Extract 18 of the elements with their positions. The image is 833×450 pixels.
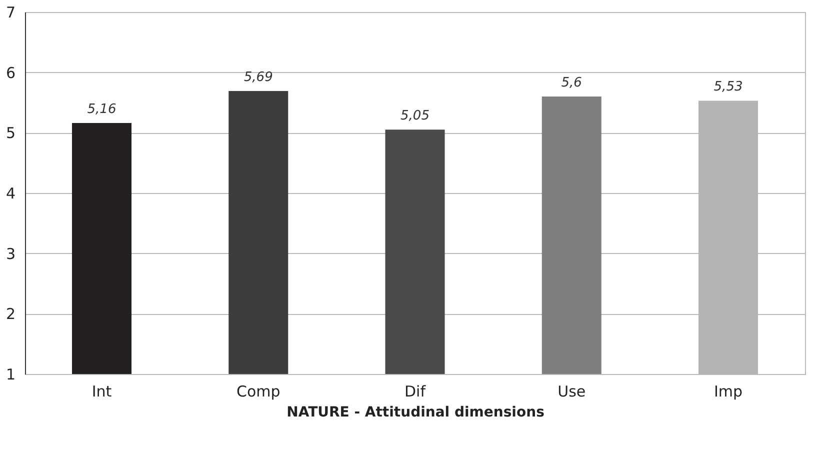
x-tick-label: Imp xyxy=(714,382,743,400)
data-label: 5,53 xyxy=(714,80,743,95)
y-tick-label: 7 xyxy=(6,4,16,22)
x-tick-label: Int xyxy=(92,382,112,400)
x-tick-label: Comp xyxy=(236,382,280,400)
y-tick-label: 5 xyxy=(6,124,16,142)
x-tick-label: Use xyxy=(558,382,586,400)
x-tick-label: Dif xyxy=(404,382,426,400)
data-label: 5,69 xyxy=(244,70,273,86)
y-tick-label: 2 xyxy=(6,305,16,324)
y-tick-label: 6 xyxy=(6,64,16,82)
data-label: 5,05 xyxy=(400,108,430,124)
x-axis-title: NATURE - Attitudinal dimensions xyxy=(286,404,544,420)
y-tick-label: 4 xyxy=(6,184,16,202)
data-label: 5,16 xyxy=(87,102,116,118)
data-label: 5,6 xyxy=(561,75,582,90)
y-tick-label: 1 xyxy=(6,366,16,384)
y-tick-label: 3 xyxy=(6,244,16,263)
